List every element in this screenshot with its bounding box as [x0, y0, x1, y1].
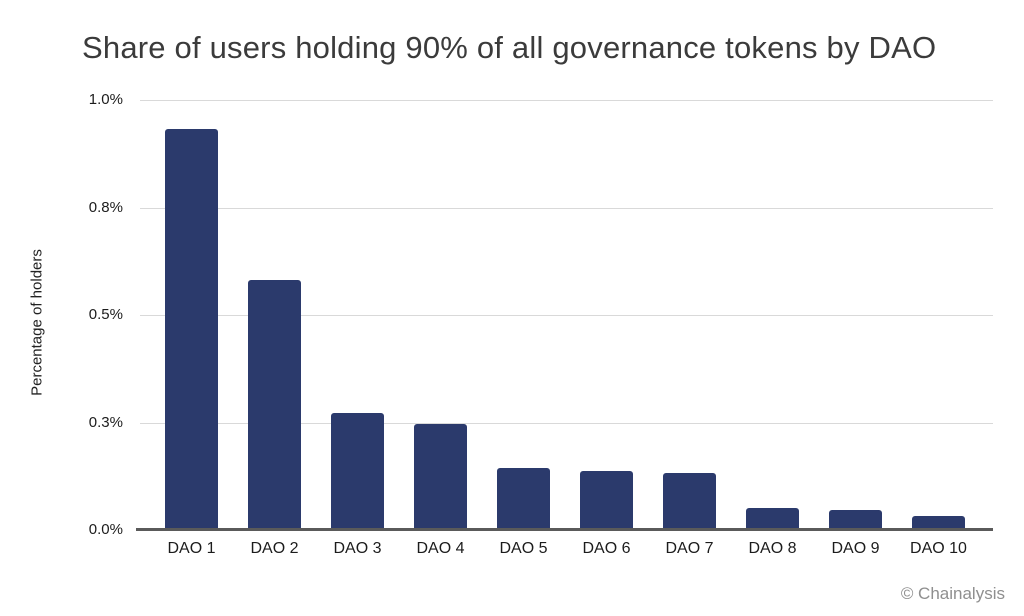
bar-dao-9	[829, 510, 882, 529]
x-tick-label: DAO 1	[167, 540, 216, 557]
plot-area	[140, 0, 993, 616]
x-tick-label: DAO 3	[333, 540, 382, 557]
bar-dao-8	[746, 507, 799, 529]
x-tick-label: DAO 9	[831, 540, 880, 557]
source-attribution: © Chainalysis	[900, 584, 1005, 603]
chart-title: Share of users holding 90% of all govern…	[82, 30, 937, 65]
x-tick-label: DAO 4	[416, 540, 465, 557]
bar-dao-7	[663, 473, 716, 529]
bar-slot	[565, 0, 648, 529]
x-axis-category-labels: DAO 1 DAO 2 DAO 3 DAO 4 DAO 5 DAO 6 DAO 7 DAO 8…	[150, 540, 980, 558]
y-tick-label: 0.0%	[88, 521, 123, 538]
x-tick-label: DAO 10	[910, 540, 967, 557]
x-tick-label: DAO 8	[748, 540, 797, 557]
x-tick-label: DAO 6	[582, 540, 631, 557]
y-axis-title: Percentage of holders	[28, 249, 46, 396]
gridline	[140, 422, 993, 424]
x-axis-line	[136, 528, 993, 531]
gridline	[140, 315, 993, 316]
y-axis-tick-labels: 0.0% 0.3% 0.5% 0.8% 1.0%	[55, 0, 123, 616]
y-tick-label: 0.3%	[88, 413, 123, 431]
bar-slot	[150, 0, 233, 529]
bar-slot	[897, 0, 980, 529]
y-tick-label: 1.0%	[88, 91, 123, 108]
bar-slot	[482, 0, 565, 529]
x-tick-label: DAO 2	[250, 540, 299, 557]
gridline	[140, 207, 993, 209]
gridline	[140, 100, 993, 101]
bar-dao-1	[165, 129, 218, 529]
bar-slot	[399, 0, 482, 529]
bar-dao-6	[580, 470, 633, 529]
bar-dao-2	[248, 279, 301, 529]
bar-slot	[648, 0, 731, 529]
bar-dao-5	[497, 467, 550, 529]
x-tick-label: DAO 5	[499, 540, 548, 557]
bar-dao-3	[331, 412, 384, 529]
bar-slot	[731, 0, 814, 529]
y-tick-label: 0.8%	[88, 198, 123, 216]
bar-slot	[316, 0, 399, 529]
bar-dao-10	[912, 516, 965, 529]
bar-dao-4	[414, 423, 467, 529]
bar-slot	[233, 0, 316, 529]
x-tick-label: DAO 7	[665, 540, 714, 557]
bar-slot	[814, 0, 897, 529]
bar-series	[150, 0, 980, 529]
y-tick-label: 0.5%	[88, 306, 123, 323]
